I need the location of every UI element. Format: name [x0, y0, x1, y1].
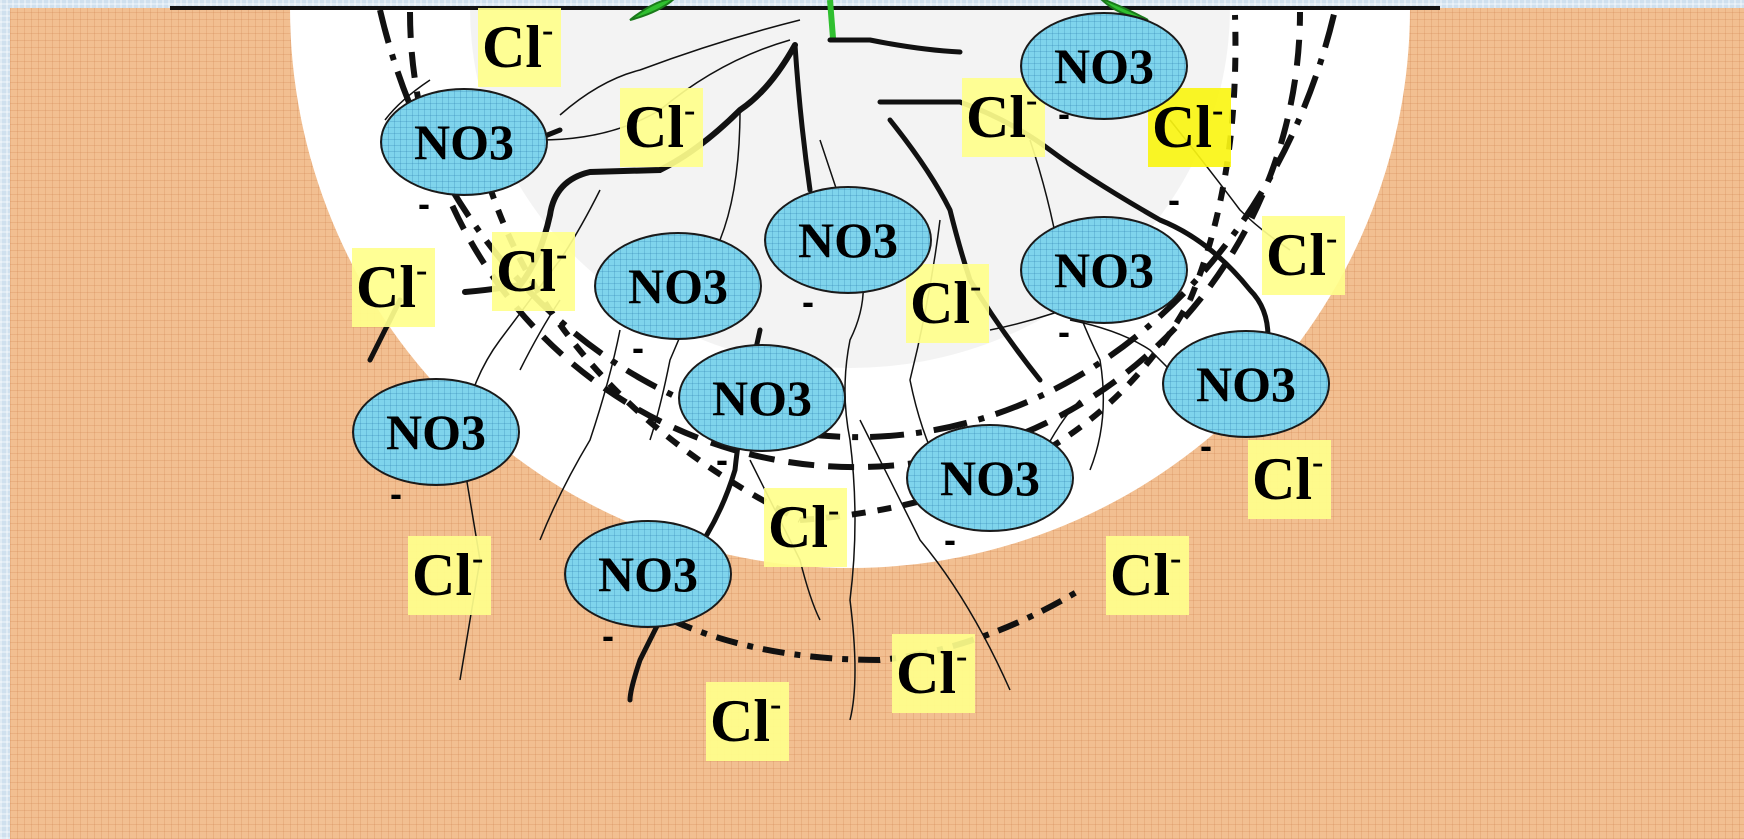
- nitrate-ion: NO3: [352, 378, 520, 486]
- chloride-ion: Cl-: [620, 88, 704, 167]
- nitrate-ion: NO3: [1020, 216, 1188, 324]
- nitrate-charge: -: [1168, 179, 1180, 220]
- chloride-ion: Cl-: [1262, 216, 1346, 295]
- leaf-left: [629, 0, 675, 21]
- nitrate-ion: NO3: [764, 186, 932, 294]
- nitrate-charge: -: [1058, 93, 1070, 134]
- outer-boundary: [377, 9, 1338, 441]
- root-main-4: [887, 117, 1043, 383]
- nitrate-ion: NO3: [678, 344, 846, 452]
- inner-boundary-left: [467, 109, 802, 523]
- chloride-ion: Cl-: [478, 8, 562, 87]
- nitrate-ion: NO3: [1162, 330, 1330, 438]
- chloride-ion: Cl-: [706, 682, 790, 761]
- nitrate-ion: NO3: [594, 232, 762, 340]
- chloride-ion: Cl-: [962, 78, 1046, 157]
- chloride-ion: Cl-: [492, 232, 576, 311]
- root-main-6: [827, 37, 963, 55]
- nitrate-ion: NO3: [906, 424, 1074, 532]
- nitrate-charge: -: [418, 183, 430, 224]
- nitrate-ion: NO3: [1020, 12, 1188, 120]
- nitrate-charge: -: [390, 473, 402, 514]
- root-fine-7: [859, 419, 1011, 691]
- inner-boundary-right: [1187, 14, 1239, 302]
- chloride-ion: Cl-: [892, 634, 976, 713]
- nitrate-ion: NO3: [564, 520, 732, 628]
- chloride-ion: Cl-: [906, 264, 990, 343]
- root-fine-4: [539, 329, 621, 541]
- chloride-ion: Cl-: [764, 488, 848, 567]
- nitrate-ion: NO3: [380, 88, 548, 196]
- nitrate-charge: -: [1058, 311, 1070, 352]
- chloride-ion: Cl-: [1248, 440, 1332, 519]
- stem: [827, 0, 836, 39]
- chloride-ion: Cl-: [1106, 536, 1190, 615]
- nitrate-charge: -: [716, 439, 728, 480]
- nitrate-charge: -: [1200, 425, 1212, 466]
- nitrate-charge: -: [944, 519, 956, 560]
- root-main-2: [792, 42, 813, 193]
- nitrate-charge: -: [632, 327, 644, 368]
- root-fine-15: [384, 79, 431, 121]
- nitrate-charge: -: [802, 281, 814, 322]
- chloride-ion: Cl-: [408, 536, 492, 615]
- root-fine-1: [559, 19, 801, 116]
- nitrate-charge: -: [602, 615, 614, 656]
- chloride-ion: Cl-: [352, 248, 436, 327]
